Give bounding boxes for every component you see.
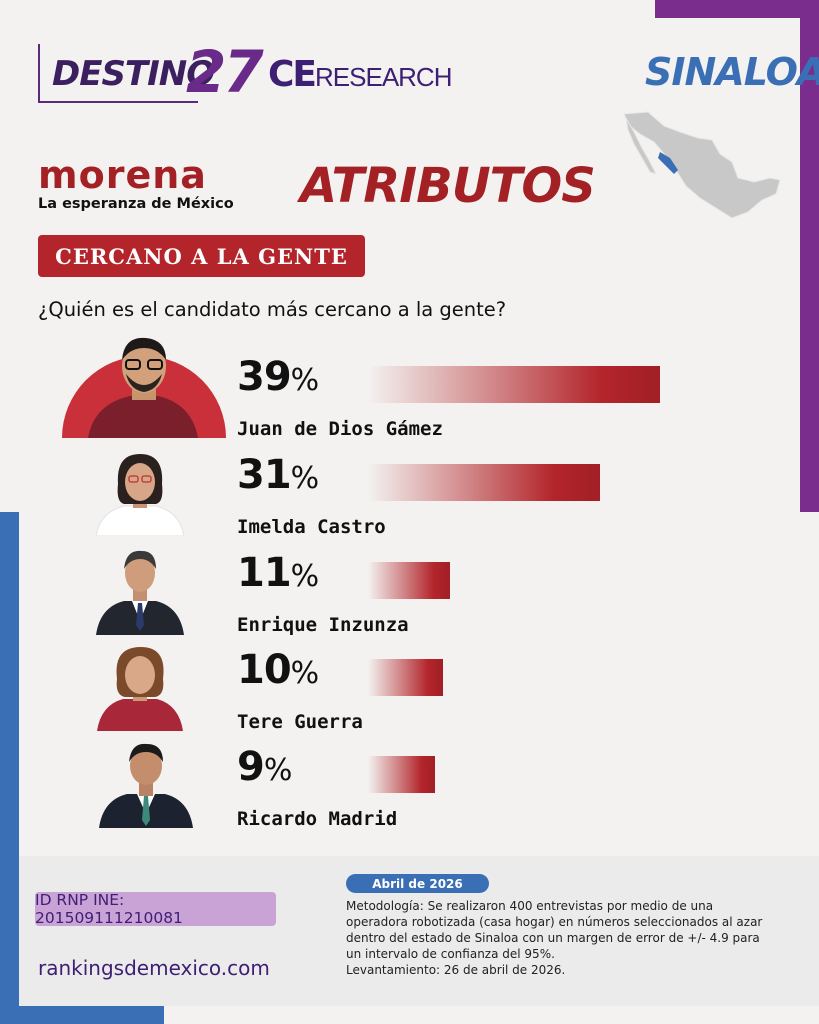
frame-bar-top: [655, 0, 819, 18]
ce-research-logo: CERESEARCH: [268, 54, 453, 95]
region-title: SINALOA: [645, 50, 819, 94]
bar-value-suffix: %: [290, 559, 320, 594]
candidate-photo-2: [95, 454, 185, 536]
bar-category-label: Tere Guerra: [237, 711, 363, 733]
candidate-photo-3: [96, 550, 184, 635]
bar: [368, 366, 660, 403]
mexico-map-icon: [623, 111, 781, 219]
section-title: ATRIBUTOS: [300, 158, 596, 214]
bar-value-label: 9%: [237, 744, 292, 790]
bar-value-suffix: %: [263, 753, 293, 788]
bar-category-label: Juan de Dios Gámez: [237, 418, 443, 440]
bar-value-suffix: %: [290, 656, 320, 691]
candidate-photo-5: [99, 743, 193, 828]
destino-logo-word: DESTINO: [52, 54, 215, 94]
bar-value-label: 39%: [237, 354, 319, 400]
bar-value-suffix: %: [290, 461, 320, 496]
fieldwork-date: Levantamiento: 26 de abril de 2026.: [346, 963, 566, 977]
frame-bar-left: [0, 512, 19, 1024]
attribute-badge: CERCANO A LA GENTE: [38, 235, 365, 277]
bar-value-label: 31%: [237, 452, 319, 498]
bar-value-number: 31: [237, 452, 292, 498]
bar-value-number: 9: [237, 744, 265, 790]
methodology-text: Metodología: Se realizaron 400 entrevist…: [346, 898, 771, 978]
bar-value-suffix: %: [290, 363, 320, 398]
bar: [368, 562, 450, 599]
bar-category-label: Ricardo Madrid: [237, 808, 398, 830]
morena-logo: morena La esperanza de México: [38, 156, 234, 212]
bar: [368, 756, 435, 793]
website-link[interactable]: rankingsdemexico.com: [38, 956, 270, 980]
bar-value-label: 10%: [237, 647, 319, 693]
research-logo-word: RESEARCH: [315, 62, 452, 92]
candidate-photo-4: [97, 647, 183, 731]
bar: [368, 464, 600, 501]
destino-27-logo: DESTINO 27: [38, 38, 264, 106]
survey-date-badge: Abril de 2026: [346, 874, 489, 893]
survey-question: ¿Quién es el candidato más cercano a la …: [38, 298, 507, 321]
party-name: morena: [38, 153, 207, 197]
bar: [368, 659, 443, 696]
candidate-photo-1: [62, 337, 226, 438]
bar-category-label: Enrique Inzunza: [237, 614, 409, 636]
bar-value-number: 10: [237, 647, 292, 693]
frame-bar-bottom: [0, 1006, 164, 1024]
frame-bar-right: [800, 0, 819, 512]
bar-category-label: Imelda Castro: [237, 516, 386, 538]
methodology-paragraph: Metodología: Se realizaron 400 entrevist…: [346, 899, 763, 961]
bar-value-number: 39: [237, 354, 292, 400]
ce-logo-mark: CE: [268, 54, 317, 95]
bar-value-label: 11%: [237, 550, 319, 596]
destino-logo-number: 27: [186, 38, 264, 106]
rnp-id-badge: ID RNP INE: 201509111210081: [35, 891, 276, 927]
bar-value-number: 11: [237, 550, 292, 596]
party-slogan: La esperanza de México: [38, 196, 234, 212]
